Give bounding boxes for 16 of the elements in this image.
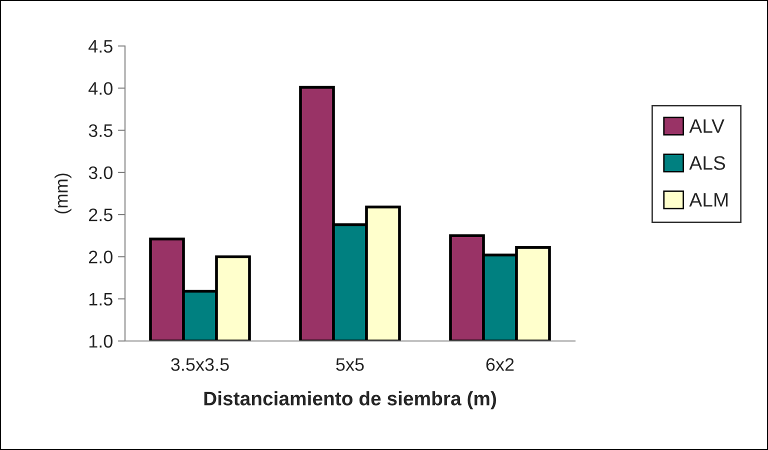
y-tick-label: 1.0 <box>89 334 112 348</box>
y-tick-label: 1.5 <box>89 292 112 306</box>
x-tick-label: 3.5x3.5 <box>171 358 229 371</box>
y-tick-label: 2.0 <box>89 250 112 264</box>
y-tick-label: 3.0 <box>88 166 112 180</box>
y-tick-label: 4.5 <box>88 40 112 53</box>
x-tick-label: 5x5 <box>336 358 364 371</box>
legend-label: ALM <box>689 193 728 207</box>
y-tick-label: 2.5 <box>89 208 112 222</box>
y-tick-label: 3.5 <box>88 124 112 138</box>
x-axis-title: Distanciamiento de siembra (m) <box>204 391 496 410</box>
x-tick-label: 6x2 <box>486 358 514 371</box>
legend-label: ALV <box>689 119 724 133</box>
y-axis-title: (mm) <box>54 174 72 214</box>
y-tick-label: 4.0 <box>88 82 112 95</box>
legend-label: ALS <box>689 156 726 170</box>
